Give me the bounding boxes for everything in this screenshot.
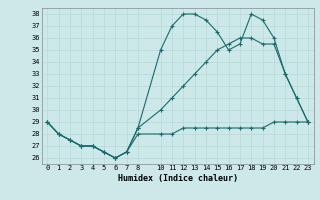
X-axis label: Humidex (Indice chaleur): Humidex (Indice chaleur) — [118, 174, 237, 183]
